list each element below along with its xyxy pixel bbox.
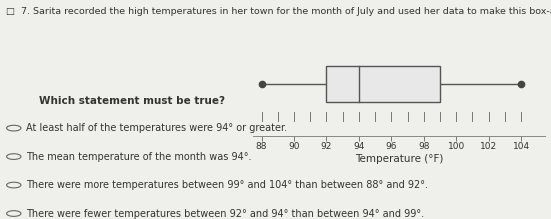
- Text: The mean temperature of the month was 94°.: The mean temperature of the month was 94…: [26, 152, 251, 162]
- Text: At least half of the temperatures were 94° or greater.: At least half of the temperatures were 9…: [26, 123, 287, 133]
- Bar: [326, 65, 440, 102]
- Text: There were more temperatures between 99° and 104° than between 88° and 92°.: There were more temperatures between 99°…: [26, 180, 428, 190]
- X-axis label: Temperature (°F): Temperature (°F): [355, 154, 444, 164]
- Text: There were fewer temperatures between 92° and 94° than between 94° and 99°.: There were fewer temperatures between 92…: [26, 208, 424, 219]
- Text: Which statement must be true?: Which statement must be true?: [39, 96, 225, 106]
- Text: □  7. Sarita recorded the high temperatures in her town for the month of July an: □ 7. Sarita recorded the high temperatur…: [6, 7, 551, 16]
